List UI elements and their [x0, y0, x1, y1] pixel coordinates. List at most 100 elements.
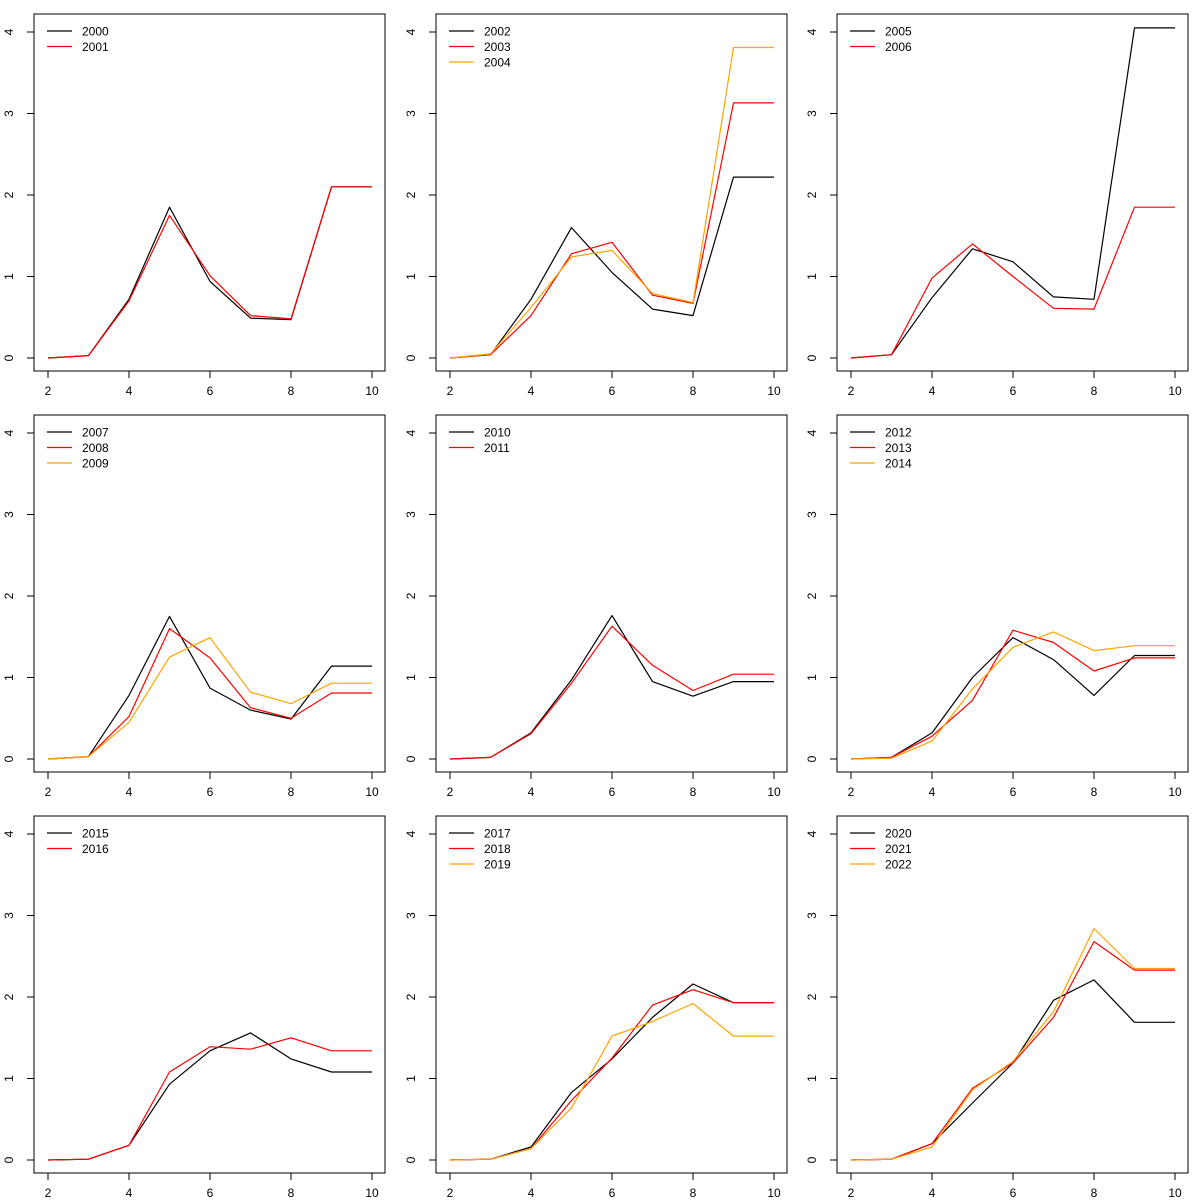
x-tick-label: 8: [1091, 384, 1098, 398]
y-tick-label: 1: [404, 1075, 418, 1082]
x-tick-label: 10: [1168, 1186, 1182, 1200]
y-tick-label: 4: [2, 830, 16, 837]
y-tick-label: 0: [404, 1156, 418, 1163]
plot-frame: [33, 13, 386, 372]
x-tick-label: 2: [45, 785, 52, 799]
legend-label: 2022: [885, 858, 912, 872]
y-tick-label: 0: [2, 1156, 16, 1163]
x-tick-label: 8: [690, 785, 697, 799]
x-tick-label: 2: [45, 384, 52, 398]
x-tick-label: 4: [929, 785, 936, 799]
y-tick-label: 3: [404, 110, 418, 117]
y-tick-label: 2: [404, 191, 418, 198]
x-tick-label: 6: [207, 384, 214, 398]
y-tick-label: 4: [404, 830, 418, 837]
plot-frame: [435, 414, 788, 773]
series-line-2013: [850, 629, 1175, 760]
x-tick-label: 2: [447, 1186, 454, 1200]
legend-label: 2019: [484, 858, 511, 872]
legend-label: 2014: [885, 457, 912, 471]
x-tick-label: 10: [1168, 384, 1182, 398]
y-tick-label: 4: [2, 28, 16, 35]
x-tick-label: 10: [767, 785, 781, 799]
x-tick-label: 4: [126, 785, 133, 799]
y-tick-label: 2: [805, 191, 819, 198]
x-tick-label: 4: [528, 785, 535, 799]
x-tick-label: 4: [929, 384, 936, 398]
series-line-2005: [850, 27, 1175, 359]
x-tick-label: 6: [1010, 785, 1017, 799]
legend-label: 2012: [885, 426, 912, 440]
y-tick-label: 3: [2, 912, 16, 919]
y-tick-label: 4: [805, 429, 819, 436]
series-line-2010: [449, 614, 774, 760]
x-tick-label: 10: [365, 785, 379, 799]
legend-label: 2002: [484, 25, 511, 39]
y-tick-label: 4: [2, 429, 16, 436]
x-tick-label: 6: [609, 1186, 616, 1200]
plot-frame: [33, 815, 386, 1174]
x-tick-label: 10: [365, 384, 379, 398]
x-tick-label: 10: [1168, 785, 1182, 799]
x-tick-label: 8: [288, 384, 295, 398]
x-tick-label: 6: [207, 785, 214, 799]
x-tick-label: 8: [690, 1186, 697, 1200]
series-line-2021: [850, 940, 1175, 1161]
x-tick-label: 6: [1010, 384, 1017, 398]
series-line-2015: [47, 1032, 372, 1161]
y-tick-label: 0: [404, 354, 418, 361]
legend-label: 2000: [82, 25, 109, 39]
y-tick-label: 2: [2, 993, 16, 1000]
legend-label: 2001: [82, 40, 109, 54]
x-tick-label: 2: [848, 384, 855, 398]
legend-label: 2010: [484, 426, 511, 440]
y-tick-label: 2: [2, 592, 16, 599]
x-tick-label: 4: [126, 1186, 133, 1200]
x-tick-label: 2: [848, 1186, 855, 1200]
series-line-2017: [449, 983, 774, 1161]
y-tick-label: 1: [805, 674, 819, 681]
y-tick-label: 3: [2, 511, 16, 518]
legend-label: 2008: [82, 441, 109, 455]
x-tick-label: 8: [1091, 1186, 1098, 1200]
x-tick-label: 4: [929, 1186, 936, 1200]
series-line-2003: [449, 102, 774, 359]
series-line-2022: [850, 927, 1175, 1161]
series-line-2001: [47, 186, 372, 359]
series-line-2006: [850, 206, 1175, 359]
series-line-2009: [47, 636, 372, 760]
y-tick-label: 1: [805, 273, 819, 280]
y-tick-label: 2: [2, 191, 16, 198]
legend-label: 2006: [885, 40, 912, 54]
y-tick-label: 4: [404, 429, 418, 436]
series-line-2014: [850, 631, 1175, 760]
legend-label: 2013: [885, 441, 912, 455]
plot-frame: [836, 13, 1189, 372]
y-tick-label: 2: [805, 592, 819, 599]
y-tick-label: 4: [805, 28, 819, 35]
legend-label: 2007: [82, 426, 109, 440]
y-tick-label: 4: [404, 28, 418, 35]
legend-label: 2004: [484, 56, 511, 70]
x-tick-label: 6: [1010, 1186, 1017, 1200]
x-tick-label: 4: [528, 1186, 535, 1200]
y-tick-label: 0: [2, 755, 16, 762]
y-tick-label: 1: [404, 273, 418, 280]
x-tick-label: 8: [288, 1186, 295, 1200]
series-line-2007: [47, 615, 372, 760]
x-tick-label: 4: [528, 384, 535, 398]
series-line-2016: [47, 1037, 372, 1161]
legend-label: 2017: [484, 827, 511, 841]
series-line-2019: [449, 1002, 774, 1161]
y-tick-label: 4: [805, 830, 819, 837]
x-tick-label: 8: [288, 785, 295, 799]
y-tick-label: 0: [805, 755, 819, 762]
y-tick-label: 3: [805, 912, 819, 919]
x-tick-label: 2: [848, 785, 855, 799]
series-line-2018: [449, 989, 774, 1161]
y-tick-label: 0: [805, 354, 819, 361]
